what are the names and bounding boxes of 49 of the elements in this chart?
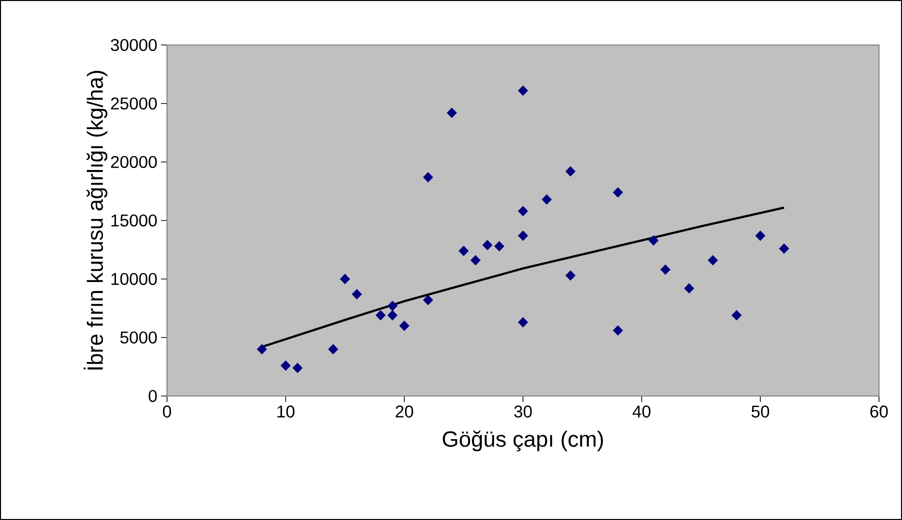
y-tick-label: 15000 bbox=[111, 214, 157, 227]
point bbox=[565, 270, 576, 281]
point bbox=[565, 166, 576, 177]
x-tick-label: 30 bbox=[514, 406, 532, 418]
y-tick-label: 25000 bbox=[111, 97, 157, 110]
point bbox=[518, 317, 528, 328]
point bbox=[482, 240, 492, 250]
point bbox=[660, 264, 670, 275]
point bbox=[387, 310, 398, 320]
point bbox=[422, 294, 434, 306]
point bbox=[352, 289, 362, 300]
x-tick-label: 10 bbox=[278, 406, 294, 418]
y-tick-label: 0 bbox=[148, 390, 157, 402]
point bbox=[458, 246, 469, 256]
point bbox=[684, 283, 694, 294]
y-tick-label: 5000 bbox=[120, 331, 157, 344]
point bbox=[518, 206, 528, 216]
point bbox=[399, 320, 410, 331]
point bbox=[542, 194, 552, 205]
y-tick-label: 20000 bbox=[111, 156, 157, 168]
point bbox=[494, 241, 504, 252]
x-tick-label: 60 bbox=[870, 406, 888, 418]
point bbox=[387, 300, 398, 312]
point bbox=[518, 85, 528, 96]
x-tick-label: 40 bbox=[632, 406, 650, 418]
point bbox=[292, 362, 303, 374]
y-axis-title: İbre fırın kurusu ağırlığı (kg/ha) bbox=[84, 70, 108, 370]
point bbox=[648, 235, 659, 246]
point bbox=[732, 310, 742, 320]
point bbox=[280, 360, 291, 371]
x-tick-label: 0 bbox=[162, 406, 172, 418]
x-tick-label: 50 bbox=[752, 406, 770, 418]
x-axis-title: Göğüs çapı (cm) bbox=[442, 430, 603, 452]
point bbox=[612, 325, 624, 336]
y-tick-label: 30000 bbox=[110, 38, 157, 52]
x-tick-label: 20 bbox=[396, 406, 414, 418]
point bbox=[612, 187, 624, 198]
point bbox=[708, 255, 718, 266]
point bbox=[446, 108, 457, 118]
point bbox=[340, 274, 350, 284]
point bbox=[328, 344, 338, 354]
point bbox=[376, 310, 386, 320]
point bbox=[256, 344, 268, 354]
point bbox=[518, 230, 528, 241]
y-tick-label: 10000 bbox=[111, 272, 157, 286]
point bbox=[778, 243, 790, 254]
point bbox=[470, 255, 481, 266]
point bbox=[755, 230, 766, 241]
point bbox=[422, 172, 434, 182]
